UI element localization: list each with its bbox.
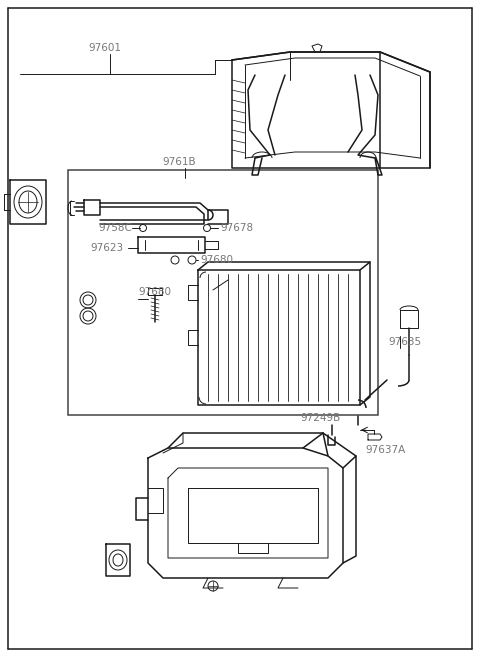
Text: 97678: 97678 [220, 223, 253, 233]
Text: 97680: 97680 [200, 255, 233, 265]
Text: 97249B: 97249B [300, 413, 340, 423]
Text: 97601: 97601 [88, 43, 121, 53]
Bar [68, 170, 378, 415]
Text: 9761B: 9761B [162, 157, 196, 167]
Text: 97637A: 97637A [365, 445, 405, 455]
Text: 97623: 97623 [90, 243, 123, 253]
Text: 97635: 97635 [388, 337, 421, 347]
Text: 9758C: 9758C [98, 223, 132, 233]
Text: 97680: 97680 [138, 287, 171, 297]
